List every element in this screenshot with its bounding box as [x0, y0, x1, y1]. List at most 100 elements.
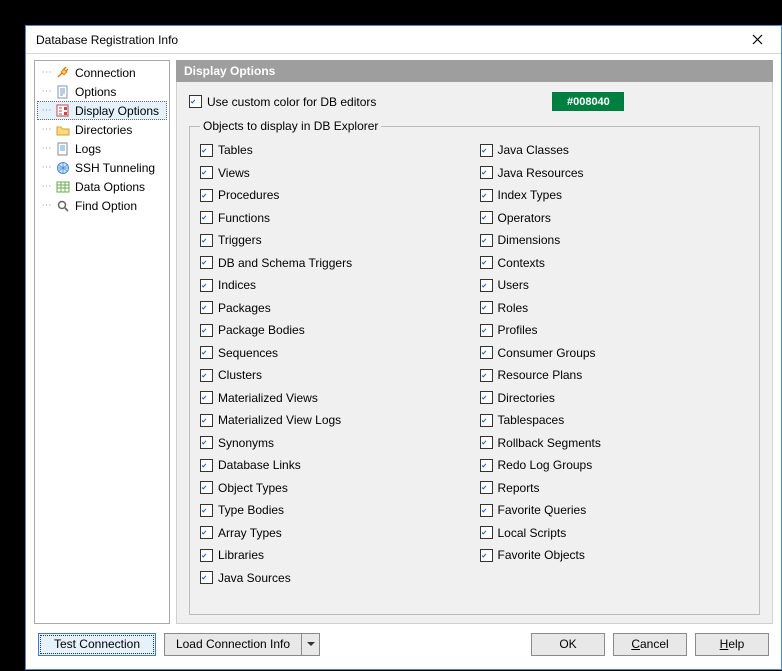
object-checkbox-procedures[interactable]: Procedures — [200, 184, 470, 207]
color-swatch[interactable]: #008040 — [552, 92, 624, 111]
checkbox-icon — [480, 256, 493, 269]
checkbox-icon — [480, 234, 493, 247]
object-checkbox-views[interactable]: Views — [200, 162, 470, 185]
test-connection-button[interactable]: Test Connection — [38, 633, 156, 656]
load-connection-button[interactable]: Load Connection Info — [164, 633, 302, 656]
object-checkbox-local-scripts[interactable]: Local Scripts — [480, 522, 750, 545]
sidebar-item-ssh-tunneling[interactable]: ⋯SSH Tunneling — [37, 158, 167, 177]
object-label: Profiles — [498, 323, 538, 337]
tree-dotted-icon: ⋯ — [41, 200, 51, 211]
object-checkbox-libraries[interactable]: Libraries — [200, 544, 470, 567]
tree-item-icon — [55, 122, 71, 138]
object-checkbox-type-bodies[interactable]: Type Bodies — [200, 499, 470, 522]
object-checkbox-clusters[interactable]: Clusters — [200, 364, 470, 387]
object-checkbox-package-bodies[interactable]: Package Bodies — [200, 319, 470, 342]
object-checkbox-redo-log-groups[interactable]: Redo Log Groups — [480, 454, 750, 477]
object-checkbox-array-types[interactable]: Array Types — [200, 522, 470, 545]
object-label: Array Types — [218, 526, 282, 540]
sidebar-item-logs[interactable]: ⋯Logs — [37, 139, 167, 158]
tree-item-icon — [55, 65, 71, 81]
object-checkbox-indices[interactable]: Indices — [200, 274, 470, 297]
checkbox-icon — [200, 414, 213, 427]
object-checkbox-favorite-objects[interactable]: Favorite Objects — [480, 544, 750, 567]
object-checkbox-index-types[interactable]: Index Types — [480, 184, 750, 207]
object-checkbox-database-links[interactable]: Database Links — [200, 454, 470, 477]
section-content: Use custom color for DB editors #008040 … — [176, 82, 773, 624]
object-checkbox-favorite-queries[interactable]: Favorite Queries — [480, 499, 750, 522]
object-label: Favorite Objects — [498, 548, 585, 562]
checkbox-icon — [200, 234, 213, 247]
object-checkbox-java-resources[interactable]: Java Resources — [480, 162, 750, 185]
load-connection-dropdown[interactable] — [302, 633, 320, 656]
object-checkbox-materialized-view-logs[interactable]: Materialized View Logs — [200, 409, 470, 432]
object-checkbox-resource-plans[interactable]: Resource Plans — [480, 364, 750, 387]
checkbox-icon — [200, 391, 213, 404]
object-checkbox-operators[interactable]: Operators — [480, 207, 750, 230]
object-checkbox-triggers[interactable]: Triggers — [200, 229, 470, 252]
object-label: Roles — [498, 301, 529, 315]
ok-button[interactable]: OK — [531, 633, 605, 656]
object-label: Operators — [498, 211, 551, 225]
checkbox-icon — [480, 144, 493, 157]
checkbox-icon — [189, 95, 202, 108]
object-label: Functions — [218, 211, 270, 225]
checkbox-icon — [480, 301, 493, 314]
object-label: Sequences — [218, 346, 278, 360]
object-checkbox-contexts[interactable]: Contexts — [480, 252, 750, 275]
object-checkbox-db-and-schema-triggers[interactable]: DB and Schema Triggers — [200, 252, 470, 275]
checkbox-icon — [480, 459, 493, 472]
checkbox-icon — [200, 526, 213, 539]
dialog-body: ⋯Connection⋯Options⋯Display Options⋯Dire… — [26, 54, 781, 624]
object-checkbox-directories[interactable]: Directories — [480, 387, 750, 410]
object-label: Triggers — [218, 233, 262, 247]
sidebar-item-directories[interactable]: ⋯Directories — [37, 120, 167, 139]
object-checkbox-profiles[interactable]: Profiles — [480, 319, 750, 342]
custom-color-checkbox[interactable]: Use custom color for DB editors — [189, 95, 376, 109]
object-checkbox-object-types[interactable]: Object Types — [200, 477, 470, 500]
sidebar-item-display-options[interactable]: ⋯Display Options — [37, 101, 167, 120]
object-label: Tablespaces — [498, 413, 565, 427]
sidebar-item-connection[interactable]: ⋯Connection — [37, 63, 167, 82]
object-label: Indices — [218, 278, 256, 292]
close-button[interactable] — [739, 29, 775, 51]
checkbox-icon — [480, 526, 493, 539]
checkbox-icon — [200, 256, 213, 269]
object-label: Type Bodies — [218, 503, 284, 517]
object-checkbox-rollback-segments[interactable]: Rollback Segments — [480, 432, 750, 455]
dialog-footer: Test Connection Load Connection Info OK … — [26, 624, 781, 664]
object-checkbox-dimensions[interactable]: Dimensions — [480, 229, 750, 252]
sidebar-item-data-options[interactable]: ⋯Data Options — [37, 177, 167, 196]
object-label: DB and Schema Triggers — [218, 256, 352, 270]
object-checkbox-java-classes[interactable]: Java Classes — [480, 139, 750, 162]
object-checkbox-java-sources[interactable]: Java Sources — [200, 567, 470, 590]
object-checkbox-packages[interactable]: Packages — [200, 297, 470, 320]
object-checkbox-functions[interactable]: Functions — [200, 207, 470, 230]
help-button[interactable]: Help — [695, 633, 769, 656]
object-checkbox-tablespaces[interactable]: Tablespaces — [480, 409, 750, 432]
sidebar-item-options[interactable]: ⋯Options — [37, 82, 167, 101]
checkbox-icon — [480, 211, 493, 224]
object-checkbox-materialized-views[interactable]: Materialized Views — [200, 387, 470, 410]
object-checkbox-tables[interactable]: Tables — [200, 139, 470, 162]
checkbox-icon — [200, 279, 213, 292]
object-checkbox-users[interactable]: Users — [480, 274, 750, 297]
cancel-button[interactable]: Cancel — [613, 633, 687, 656]
checkbox-icon — [200, 144, 213, 157]
tree-dotted-icon: ⋯ — [41, 67, 51, 78]
checkbox-icon — [480, 166, 493, 179]
object-checkbox-reports[interactable]: Reports — [480, 477, 750, 500]
object-label: Database Links — [218, 458, 301, 472]
object-label: Packages — [218, 301, 271, 315]
object-checkbox-synonyms[interactable]: Synonyms — [200, 432, 470, 455]
object-checkbox-consumer-groups[interactable]: Consumer Groups — [480, 342, 750, 365]
object-label: Consumer Groups — [498, 346, 596, 360]
object-checkbox-sequences[interactable]: Sequences — [200, 342, 470, 365]
object-label: Dimensions — [498, 233, 561, 247]
object-label: Object Types — [218, 481, 288, 495]
sidebar-item-label: Data Options — [75, 180, 145, 194]
object-label: Favorite Queries — [498, 503, 587, 517]
checkbox-icon — [480, 346, 493, 359]
checkbox-icon — [480, 414, 493, 427]
object-checkbox-roles[interactable]: Roles — [480, 297, 750, 320]
sidebar-item-find-option[interactable]: ⋯Find Option — [37, 196, 167, 215]
